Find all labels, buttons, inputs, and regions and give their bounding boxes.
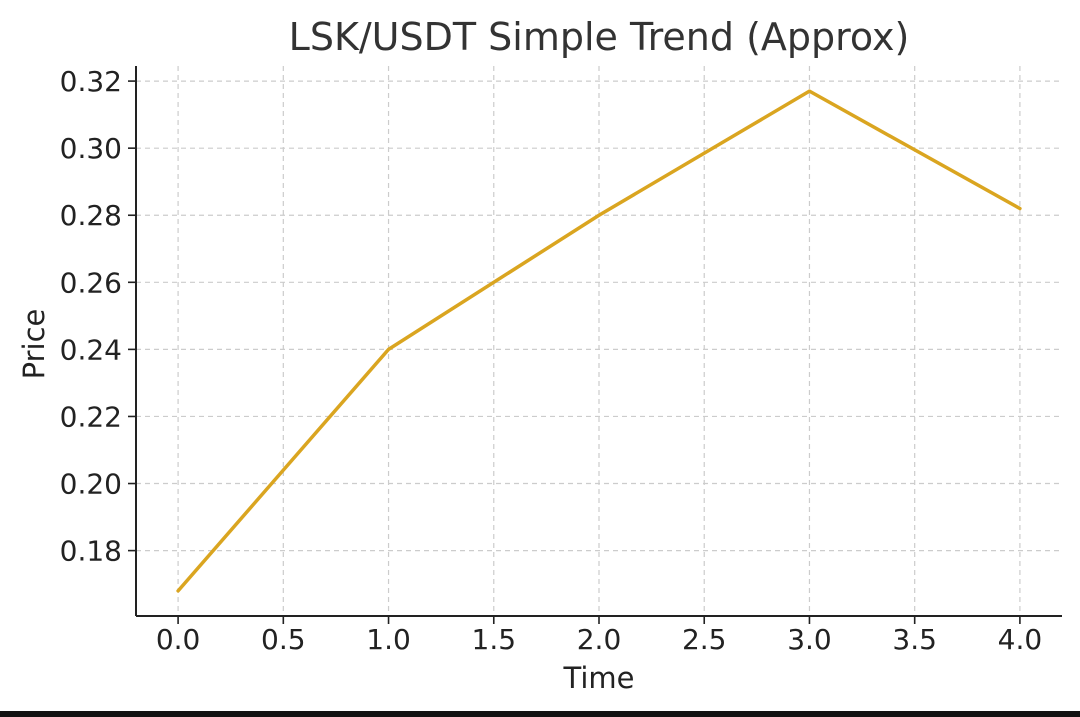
y-tick-label: 0.20 [60, 468, 122, 501]
x-tick-label: 3.0 [787, 623, 832, 656]
x-tick-label: 2.0 [577, 623, 622, 656]
y-tick-label: 0.26 [60, 266, 122, 299]
y-tick-label: 0.28 [60, 199, 122, 232]
x-tick-label: 1.0 [366, 623, 411, 656]
x-tick-label: 4.0 [998, 623, 1043, 656]
y-tick-label: 0.24 [60, 333, 122, 366]
tick-labels: 0.0 0.5 1.0 1.5 2.0 2.5 3.0 3.5 4.0 0.18 0.20 0.22 0… [60, 65, 1043, 656]
x-tick-label: 2.5 [682, 623, 727, 656]
x-tick-label: 0.5 [261, 623, 306, 656]
y-tick-label: 0.18 [60, 535, 122, 568]
x-tick-label: 3.5 [892, 623, 937, 656]
y-tick-label: 0.32 [60, 65, 122, 98]
series-layer [176, 89, 1022, 593]
x-tick-label: 1.5 [472, 623, 517, 656]
chart-title: LSK/USDT Simple Trend (Approx) [289, 15, 910, 59]
grid [136, 66, 1062, 616]
y-tick-label: 0.22 [60, 400, 122, 433]
y-tick-label: 0.30 [60, 132, 122, 165]
bottom-bar [0, 711, 1080, 717]
tick-marks [128, 80, 1021, 624]
x-axis-label: Time [563, 661, 635, 695]
y-axis-label: Price [17, 309, 51, 380]
x-tick-label: 0.0 [156, 623, 201, 656]
